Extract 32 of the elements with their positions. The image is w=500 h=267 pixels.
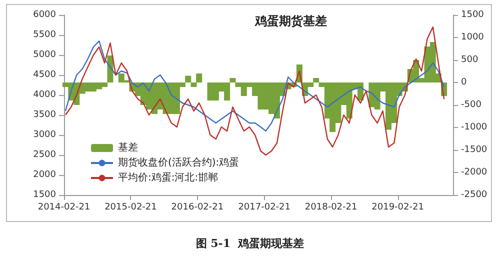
line-series <box>64 26 445 156</box>
y2-tick-label: 500 <box>461 55 478 65</box>
y-tick-label: 5500 <box>33 30 56 40</box>
y-tick-label: 3500 <box>33 110 56 120</box>
y2-tick-label: -1000 <box>461 122 488 132</box>
y-tick-label: 3000 <box>33 130 56 140</box>
y-tick-label: 5000 <box>33 50 56 60</box>
y2-tick-label: -500 <box>461 100 482 110</box>
caption: 图 5-1 鸡蛋期现基差 <box>196 237 304 250</box>
y2-tick-label: 0 <box>461 78 467 88</box>
y2-tick-label: 1500 <box>461 10 484 20</box>
legend-label: 基差 <box>118 142 138 154</box>
legend-label: 平均价:鸡蛋:河北:邯郸 <box>118 172 218 184</box>
chart-title: 鸡蛋期货基差 <box>254 14 327 28</box>
y-tick-label: 4500 <box>33 70 56 80</box>
y-tick-label: 6000 <box>33 10 56 20</box>
x-tick-label: 2019-02-21 <box>372 202 424 212</box>
y2-tick-label: -2000 <box>461 168 488 178</box>
y-tick-label: 2500 <box>33 150 56 160</box>
y-tick-label: 1500 <box>33 190 56 200</box>
x-tick-label: 2017-02-21 <box>238 202 291 212</box>
x-tick-label: 2014-02-21 <box>38 202 90 212</box>
y2-tick-label: 1000 <box>461 32 484 42</box>
line-series <box>64 40 445 132</box>
y-tick-label: 2000 <box>33 170 56 180</box>
y2-tick-label: -1500 <box>461 145 488 155</box>
y2-tick-label: -2500 <box>461 190 488 200</box>
x-tick-label: 2018-02-21 <box>304 202 358 212</box>
x-tick-label: 2015-02-21 <box>104 202 157 212</box>
x-tick-label: 2016-02-21 <box>171 202 224 212</box>
y-tick-label: 4000 <box>33 90 56 100</box>
legend-label: 期货收盘价(活跃合约):鸡蛋 <box>118 156 240 168</box>
